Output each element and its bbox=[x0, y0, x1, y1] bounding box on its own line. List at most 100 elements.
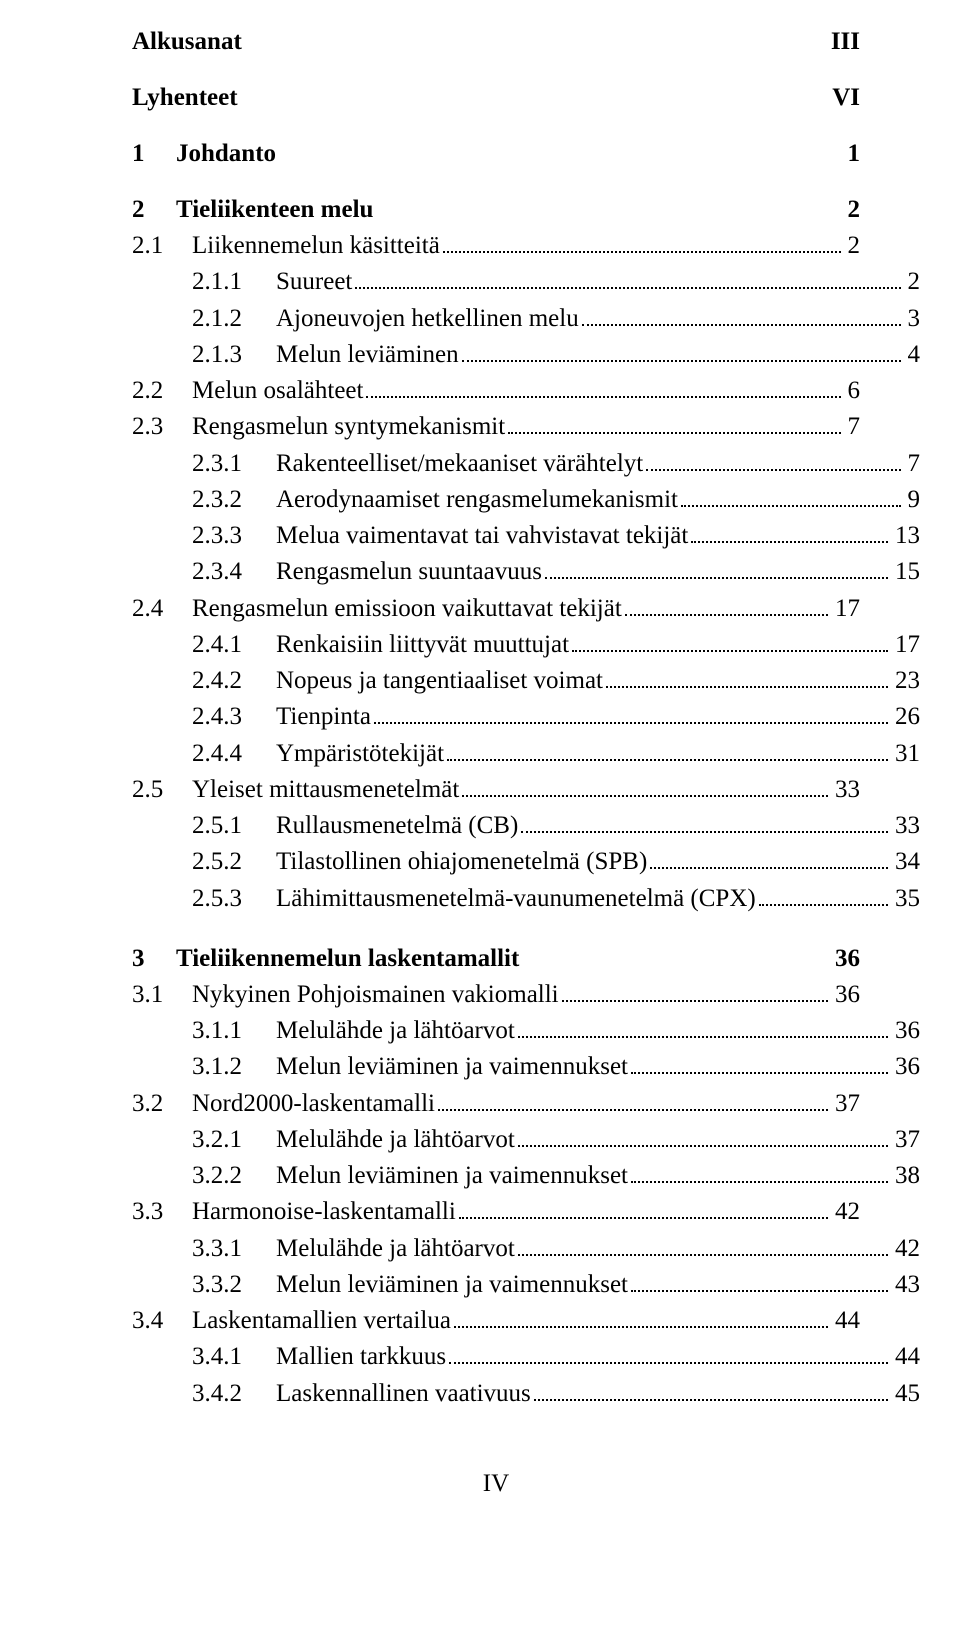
toc-heading-row: 1Johdanto1 bbox=[132, 140, 860, 168]
toc-subsubentry-row: 2.3.3Melua vaimentavat tai vahvistavat t… bbox=[132, 518, 920, 554]
toc-heading-page: 2 bbox=[836, 196, 861, 224]
toc-entry-number: 3.3 bbox=[132, 1194, 192, 1230]
toc-subsubentry-row: 3.3.1Melulähde ja lähtöarvot42 bbox=[132, 1231, 920, 1267]
toc-leader-dots bbox=[631, 1269, 888, 1292]
toc-entry-number: 2.4.2 bbox=[192, 663, 276, 699]
toc-entry-title: Laskentamallien vertailua bbox=[192, 1303, 451, 1339]
toc-leader-dots bbox=[562, 979, 828, 1002]
toc-entry-title: Nykyinen Pohjoismainen vakiomalli bbox=[192, 977, 559, 1013]
toc-entry-title: Mallien tarkkuus bbox=[276, 1339, 446, 1375]
toc-entry-title: Melua vaimentavat tai vahvistavat tekijä… bbox=[276, 518, 688, 554]
toc-leader-dots bbox=[582, 302, 901, 325]
toc-entry-page: 26 bbox=[891, 699, 920, 735]
toc-entry-title-cell: Mallien tarkkuus bbox=[276, 1339, 891, 1375]
toc-subsubentry-row: 2.4.2Nopeus ja tangentiaaliset voimat23 bbox=[132, 663, 920, 699]
toc-subsubentry-row: 3.1.2Melun leviäminen ja vaimennukset36 bbox=[132, 1049, 920, 1085]
toc-leader-dots bbox=[518, 1015, 888, 1038]
toc-entry-number: 2.1.2 bbox=[192, 301, 276, 337]
toc-leader-dots bbox=[691, 520, 888, 543]
toc-subsubentry-row: 2.3.2Aerodynaamiset rengasmelumekanismit… bbox=[132, 482, 920, 518]
toc-entry-title-cell: Tilastollinen ohiajomenetelmä (SPB) bbox=[276, 844, 891, 880]
toc-leader-dots bbox=[681, 484, 901, 507]
toc-entry-title-cell: Rengasmelun emissioon vaikuttavat tekijä… bbox=[192, 591, 831, 627]
toc-entry-number: 2.5.2 bbox=[192, 844, 276, 880]
toc-subentry-row: 3.4Laskentamallien vertailua44 bbox=[132, 1303, 860, 1339]
toc-subsubentry-row: 2.5.3Lähimittausmenetelmä-vaunumenetelmä… bbox=[132, 881, 920, 917]
toc-entry-page: 3 bbox=[904, 301, 921, 337]
toc-leader-dots bbox=[374, 701, 888, 724]
toc-leader-dots bbox=[438, 1087, 828, 1110]
toc-entry-page: 37 bbox=[891, 1122, 920, 1158]
toc-entry-number: 3.1.1 bbox=[192, 1013, 276, 1049]
toc-subentry-row: 3.1Nykyinen Pohjoismainen vakiomalli36 bbox=[132, 977, 860, 1013]
toc-entry-number: 2.3.4 bbox=[192, 554, 276, 590]
toc-leader-dots bbox=[462, 774, 828, 797]
toc-entry-title: Laskennallinen vaativuus bbox=[276, 1376, 531, 1412]
toc-entry-title-cell: Nykyinen Pohjoismainen vakiomalli bbox=[192, 977, 831, 1013]
toc-entry-title: Rengasmelun emissioon vaikuttavat tekijä… bbox=[192, 591, 622, 627]
toc-entry-page: 17 bbox=[891, 627, 920, 663]
toc-entry-page: 7 bbox=[844, 409, 861, 445]
toc-subentry-row: 3.3Harmonoise-laskentamalli42 bbox=[132, 1194, 860, 1230]
toc-entry-title: Rullausmenetelmä (CB) bbox=[276, 808, 518, 844]
toc-subsubentry-row: 2.4.1Renkaisiin liittyvät muuttujat17 bbox=[132, 627, 920, 663]
toc-entry-page: 4 bbox=[904, 337, 921, 373]
toc-entry-title-cell: Liikennemelun käsitteitä bbox=[192, 228, 844, 264]
toc-entry-title: Lähimittausmenetelmä-vaunumenetelmä (CPX… bbox=[276, 881, 756, 917]
toc-entry-page: 17 bbox=[831, 591, 860, 627]
toc-heading-title: Johdanto bbox=[176, 140, 836, 168]
toc-entry-title: Suureet bbox=[276, 264, 352, 300]
toc-entry-title-cell: Nopeus ja tangentiaaliset voimat bbox=[276, 663, 891, 699]
toc-entry-number: 3.4.1 bbox=[192, 1339, 276, 1375]
toc-entry-page: 36 bbox=[891, 1013, 920, 1049]
toc-entry-title-cell: Melua vaimentavat tai vahvistavat tekijä… bbox=[276, 518, 891, 554]
toc-entry-number: 2.3 bbox=[132, 409, 192, 445]
table-of-contents: AlkusanatIIILyhenteetVI1Johdanto12Tielii… bbox=[132, 28, 860, 1412]
toc-leader-dots bbox=[449, 1341, 888, 1364]
toc-subsubentry-row: 3.2.1Melulähde ja lähtöarvot37 bbox=[132, 1122, 920, 1158]
toc-subsubentry-row: 2.4.4Ympäristötekijät 31 bbox=[132, 736, 920, 772]
toc-heading-title: Alkusanat bbox=[132, 28, 819, 56]
toc-leader-dots bbox=[521, 810, 888, 833]
toc-leader-dots bbox=[606, 665, 888, 688]
toc-entry-title: Melun leviäminen ja vaimennukset bbox=[276, 1158, 628, 1194]
toc-entry-page: 31 bbox=[891, 736, 920, 772]
toc-entry-page: 45 bbox=[891, 1376, 920, 1412]
toc-entry-title: Melun leviäminen ja vaimennukset bbox=[276, 1267, 628, 1303]
toc-heading-row: LyhenteetVI bbox=[132, 84, 860, 112]
toc-leader-dots bbox=[572, 629, 888, 652]
toc-entry-title-cell: Harmonoise-laskentamalli bbox=[192, 1194, 831, 1230]
toc-heading-page: VI bbox=[820, 84, 860, 112]
toc-heading-page: 1 bbox=[836, 140, 861, 168]
toc-leader-dots bbox=[459, 1196, 828, 1219]
toc-entry-number: 3.3.2 bbox=[192, 1267, 276, 1303]
toc-entry-title: Ajoneuvojen hetkellinen melu bbox=[276, 301, 579, 337]
toc-subsubentry-row: 3.4.1Mallien tarkkuus 44 bbox=[132, 1339, 920, 1375]
toc-subentry-row: 3.2Nord2000-laskentamalli37 bbox=[132, 1086, 860, 1122]
toc-entry-title-cell: Rullausmenetelmä (CB) bbox=[276, 808, 891, 844]
toc-entry-page: 23 bbox=[891, 663, 920, 699]
toc-entry-title-cell: Melun leviäminen ja vaimennukset bbox=[276, 1267, 891, 1303]
toc-entry-title: Renkaisiin liittyvät muuttujat bbox=[276, 627, 569, 663]
toc-entry-page: 2 bbox=[844, 228, 861, 264]
toc-heading-row: 3Tieliikennemelun laskentamallit36 bbox=[132, 945, 860, 973]
toc-entry-number: 3.3.1 bbox=[192, 1231, 276, 1267]
toc-leader-dots bbox=[518, 1232, 888, 1255]
toc-subsubentry-row: 3.2.2Melun leviäminen ja vaimennukset38 bbox=[132, 1158, 920, 1194]
toc-heading-title: Tieliikenteen melu bbox=[176, 196, 836, 224]
toc-subentry-row: 2.5Yleiset mittausmenetelmät33 bbox=[132, 772, 860, 808]
toc-entry-number: 2.4.4 bbox=[192, 736, 276, 772]
toc-entry-number: 3.4.2 bbox=[192, 1376, 276, 1412]
toc-entry-title-cell: Nord2000-laskentamalli bbox=[192, 1086, 831, 1122]
toc-entry-number: 3.4 bbox=[132, 1303, 192, 1339]
toc-entry-title-cell: Melulähde ja lähtöarvot bbox=[276, 1122, 891, 1158]
toc-entry-page: 33 bbox=[831, 772, 860, 808]
toc-leader-dots bbox=[534, 1377, 888, 1400]
toc-entry-number: 2.3.3 bbox=[192, 518, 276, 554]
toc-entry-title-cell: Ajoneuvojen hetkellinen melu bbox=[276, 301, 904, 337]
toc-leader-dots bbox=[625, 592, 828, 615]
toc-entry-number: 2.3.2 bbox=[192, 482, 276, 518]
toc-entry-page: 44 bbox=[891, 1339, 920, 1375]
toc-entry-title: Ympäristötekijät bbox=[276, 736, 444, 772]
toc-entry-page: 9 bbox=[904, 482, 921, 518]
